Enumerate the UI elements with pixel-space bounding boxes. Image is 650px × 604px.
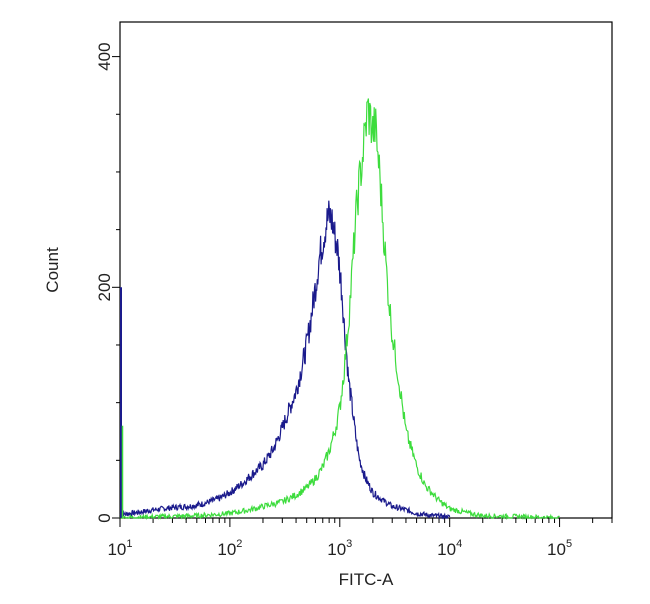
y-tick-label: 0 bbox=[95, 513, 114, 522]
x-axis-title: FITC-A bbox=[339, 570, 394, 589]
series-1-line bbox=[119, 200, 451, 520]
y-tick-label: 200 bbox=[95, 273, 114, 301]
y-axis-title: Count bbox=[43, 247, 62, 293]
x-tick-label: 105 bbox=[547, 538, 572, 559]
series-2-line bbox=[119, 98, 560, 521]
y-tick-label: 400 bbox=[95, 42, 114, 70]
x-tick-label: 103 bbox=[327, 538, 352, 559]
x-tick-label: 104 bbox=[437, 538, 462, 559]
plot-frame bbox=[119, 21, 613, 519]
series-layer bbox=[119, 98, 560, 521]
y-axis: 0 200 400 bbox=[95, 42, 120, 523]
x-tick-label: 102 bbox=[217, 538, 242, 559]
x-axis: 101 102 103 104 105 bbox=[107, 518, 613, 559]
x-tick-label: 101 bbox=[107, 538, 132, 559]
